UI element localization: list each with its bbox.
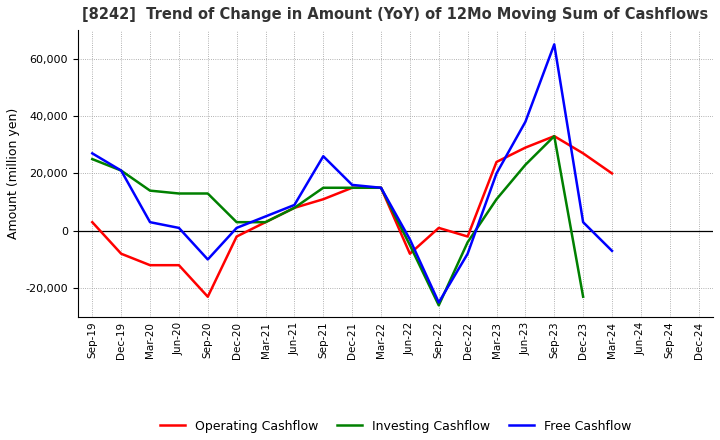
Investing Cashflow (405, 242, 414, 248)
Investing Cashflow (579, 294, 588, 299)
Free Cashflow (319, 154, 328, 159)
Operating Cashflow (88, 220, 96, 225)
Free Cashflow (579, 220, 588, 225)
Operating Cashflow (204, 294, 212, 299)
Investing Cashflow (521, 162, 530, 168)
Free Cashflow (377, 185, 385, 191)
Investing Cashflow (377, 185, 385, 191)
Free Cashflow (521, 119, 530, 125)
Free Cashflow (348, 182, 356, 187)
Investing Cashflow (117, 168, 125, 173)
Free Cashflow (117, 168, 125, 173)
Free Cashflow (290, 202, 299, 208)
Investing Cashflow (463, 240, 472, 245)
Free Cashflow (145, 220, 154, 225)
Operating Cashflow (405, 251, 414, 257)
Investing Cashflow (88, 157, 96, 162)
Operating Cashflow (319, 197, 328, 202)
Operating Cashflow (117, 251, 125, 257)
Free Cashflow (405, 237, 414, 242)
Operating Cashflow (348, 185, 356, 191)
Investing Cashflow (434, 303, 443, 308)
Free Cashflow (204, 257, 212, 262)
Title: [8242]  Trend of Change in Amount (YoY) of 12Mo Moving Sum of Cashflows: [8242] Trend of Change in Amount (YoY) o… (82, 7, 708, 22)
Free Cashflow (88, 151, 96, 156)
Operating Cashflow (492, 159, 501, 165)
Operating Cashflow (145, 263, 154, 268)
Operating Cashflow (521, 145, 530, 150)
Free Cashflow (550, 42, 559, 47)
Y-axis label: Amount (million yen): Amount (million yen) (7, 108, 20, 239)
Line: Operating Cashflow: Operating Cashflow (92, 136, 612, 297)
Operating Cashflow (377, 185, 385, 191)
Investing Cashflow (261, 220, 270, 225)
Free Cashflow (261, 214, 270, 219)
Free Cashflow (608, 248, 616, 253)
Investing Cashflow (550, 133, 559, 139)
Operating Cashflow (608, 171, 616, 176)
Operating Cashflow (290, 205, 299, 210)
Investing Cashflow (174, 191, 183, 196)
Free Cashflow (463, 251, 472, 257)
Operating Cashflow (261, 220, 270, 225)
Investing Cashflow (319, 185, 328, 191)
Investing Cashflow (145, 188, 154, 193)
Free Cashflow (434, 300, 443, 305)
Operating Cashflow (579, 151, 588, 156)
Free Cashflow (174, 225, 183, 231)
Operating Cashflow (174, 263, 183, 268)
Operating Cashflow (434, 225, 443, 231)
Line: Investing Cashflow: Investing Cashflow (92, 136, 583, 305)
Legend: Operating Cashflow, Investing Cashflow, Free Cashflow: Operating Cashflow, Investing Cashflow, … (155, 415, 636, 438)
Investing Cashflow (233, 220, 241, 225)
Investing Cashflow (290, 205, 299, 210)
Operating Cashflow (463, 234, 472, 239)
Line: Free Cashflow: Free Cashflow (92, 44, 612, 302)
Free Cashflow (492, 171, 501, 176)
Free Cashflow (233, 225, 241, 231)
Investing Cashflow (348, 185, 356, 191)
Operating Cashflow (550, 133, 559, 139)
Investing Cashflow (492, 197, 501, 202)
Investing Cashflow (204, 191, 212, 196)
Operating Cashflow (233, 234, 241, 239)
